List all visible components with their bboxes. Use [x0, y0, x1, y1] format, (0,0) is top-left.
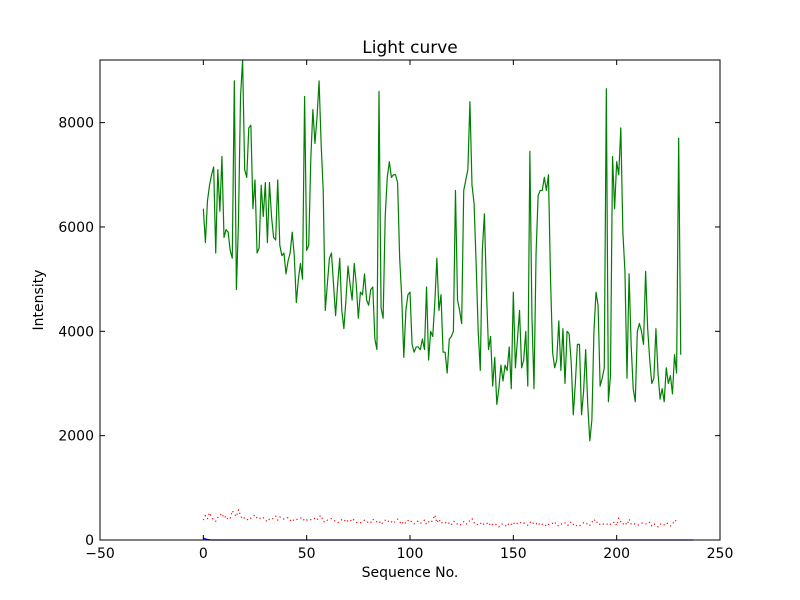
- y-tick-label: 6000: [58, 220, 94, 236]
- x-tick-label: 150: [500, 546, 527, 562]
- y-tick-label: 0: [85, 533, 94, 549]
- x-tick-label: −50: [85, 546, 115, 562]
- x-tick-label: 100: [397, 546, 424, 562]
- x-tick-label: 200: [603, 546, 630, 562]
- y-axis-label: Intensity: [31, 270, 47, 331]
- y-tick-label: 4000: [58, 324, 94, 340]
- series-red-dotted-line: [202, 509, 679, 528]
- chart-title: Light curve: [362, 38, 457, 58]
- y-tick-label: 2000: [58, 429, 94, 445]
- x-tick-label: 250: [707, 546, 734, 562]
- x-axis-label: Sequence No.: [362, 565, 459, 581]
- series-green-line: [202, 59, 682, 442]
- x-tick-label: 0: [199, 546, 208, 562]
- y-tick-label: 8000: [58, 116, 94, 132]
- x-tick-label: 50: [298, 546, 316, 562]
